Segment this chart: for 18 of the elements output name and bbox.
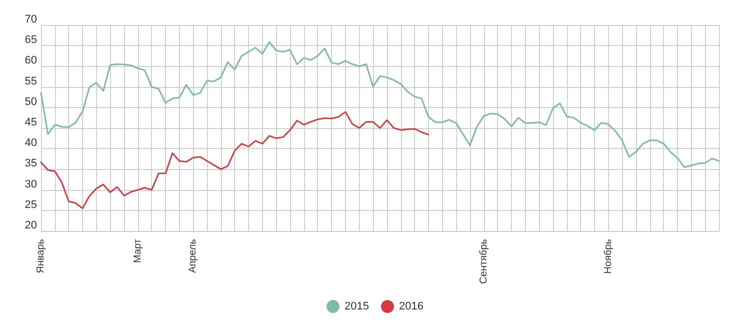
y-tick-label: 65 [24, 34, 37, 46]
y-tick-label: 35 [24, 158, 37, 170]
y-tick-label: 25 [24, 198, 37, 211]
y-tick-label: 45 [24, 116, 37, 128]
x-tick-label: Сентябрь [478, 239, 490, 284]
y-tick-label: 60 [24, 54, 37, 67]
y-tick-label: 55 [24, 75, 37, 88]
x-tick-label: Январь [36, 239, 46, 274]
y-tick-label: 40 [24, 137, 37, 150]
legend-label: 2016 [399, 300, 424, 312]
y-tick-label: 30 [24, 178, 37, 190]
y-tick-label: 70 [24, 14, 37, 26]
x-tick-label: Ноябрь [602, 239, 614, 274]
x-tick-label: Апрель [188, 239, 199, 273]
y-tick-label: 50 [24, 96, 37, 108]
x-tick-label: Март [132, 238, 144, 263]
legend-label: 2015 [344, 300, 370, 312]
y-tick-label: 20 [24, 220, 37, 232]
